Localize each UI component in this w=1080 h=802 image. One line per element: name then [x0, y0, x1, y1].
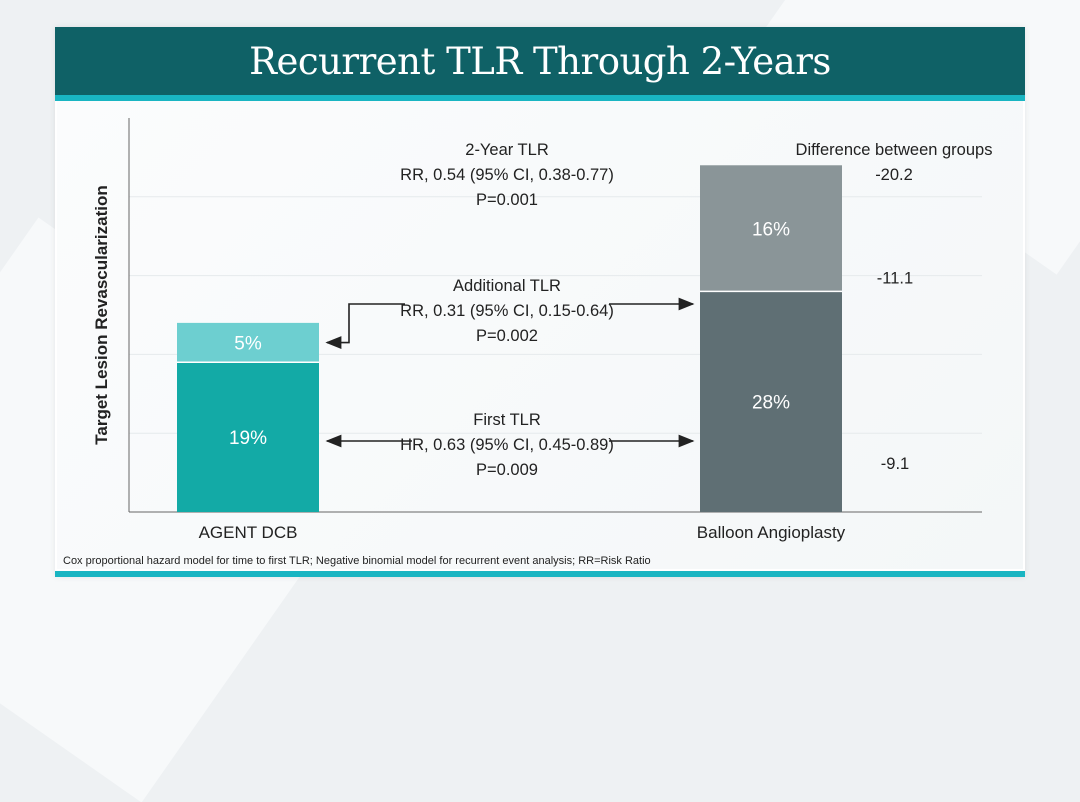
chart-area: Target Lesion Revascularization AGENT DCB…	[57, 101, 1023, 569]
two-year-tlr-annotation: RR, 0.54 (95% CI, 0.38-0.77)	[400, 166, 614, 184]
x-tick-label: Balloon Angioplasty	[697, 523, 846, 542]
bar-segment-first	[700, 291, 842, 512]
y-axis-label: Target Lesion Revascularization	[92, 185, 111, 444]
bottom-accent-bar	[55, 571, 1025, 577]
first-tlr-annotation: First TLR	[473, 411, 541, 429]
bar-data-label: 28%	[752, 393, 790, 414]
x-tick-label: AGENT DCB	[199, 523, 298, 542]
difference-header: Difference between groups	[796, 141, 993, 159]
first-tlr-annotation: HR, 0.63 (95% CI, 0.45-0.89)	[400, 436, 614, 454]
title-bar: Recurrent TLR Through 2-Years	[55, 27, 1025, 101]
difference-additional: -11.1	[877, 269, 913, 287]
slide-title: Recurrent TLR Through 2-Years	[249, 39, 831, 83]
two-year-tlr-annotation: P=0.001	[476, 191, 538, 209]
bar-data-label: 5%	[234, 334, 262, 355]
difference-first: -9.1	[881, 455, 909, 473]
bar-data-label: 19%	[229, 428, 267, 449]
footnote: Cox proportional hazard model for time t…	[63, 555, 651, 567]
bar-data-label: 16%	[752, 219, 790, 240]
additional-tlr-annotation: Additional TLR	[453, 277, 561, 295]
bar-segment-first	[177, 362, 319, 512]
additional-tlr-annotation: P=0.002	[476, 327, 538, 345]
stacked-bar-chart: Target Lesion Revascularization AGENT DCB…	[92, 118, 993, 542]
difference-total: -20.2	[875, 166, 913, 184]
bar-segment-additional	[700, 165, 842, 292]
two-year-tlr-annotation: 2-Year TLR	[465, 141, 549, 159]
first-tlr-annotation: P=0.009	[476, 461, 538, 479]
arrow-to-agent-additional	[325, 303, 405, 349]
slide-card: Recurrent TLR Through 2-Years Target Les…	[55, 27, 1025, 577]
additional-tlr-annotation: RR, 0.31 (95% CI, 0.15-0.64)	[400, 302, 614, 320]
bar-segment-additional	[177, 322, 319, 363]
